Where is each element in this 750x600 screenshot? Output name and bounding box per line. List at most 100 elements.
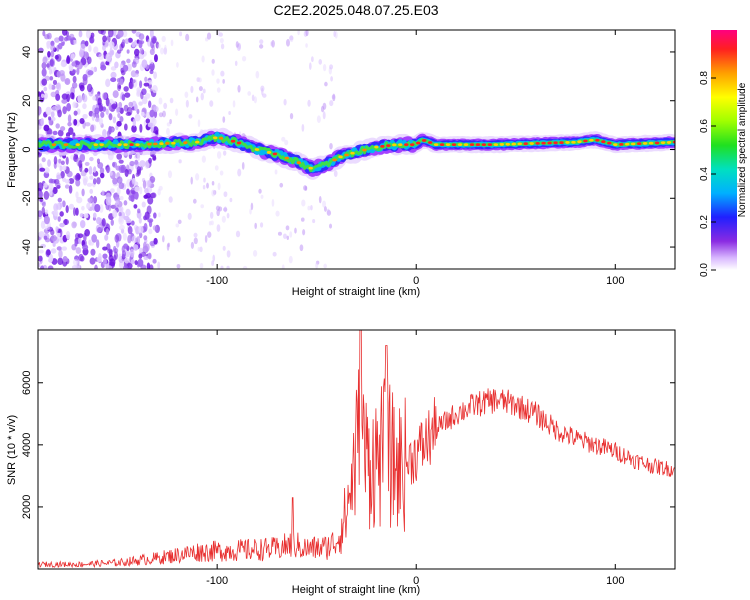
spectrogram-noise-cell bbox=[141, 59, 148, 69]
spectrogram-noise-cell bbox=[74, 174, 79, 181]
spectrogram-noise-cell bbox=[139, 186, 143, 195]
colorbar-tick-label: 0.2 bbox=[699, 215, 710, 229]
spectrogram-noise-cell bbox=[197, 247, 201, 252]
spectrogram-peak-cell bbox=[505, 142, 510, 146]
spectrogram-noise-cell bbox=[190, 176, 193, 185]
spectrogram-noise-cell bbox=[116, 186, 121, 196]
spectrogram-noise-cell bbox=[301, 123, 305, 132]
spectrogram-noise-cell bbox=[143, 194, 149, 199]
spectrogram-noise-cell bbox=[57, 109, 62, 118]
spectrogram-noise-cell bbox=[210, 220, 214, 226]
spectrogram-noise-cell bbox=[237, 85, 241, 93]
spectrogram-noise-cell bbox=[195, 96, 199, 103]
spectrogram-noise-cell bbox=[118, 101, 123, 109]
spectrogram-noise-cell bbox=[214, 165, 219, 171]
spectrogram-noise-cell bbox=[53, 209, 59, 217]
spectrogram-noise-cell bbox=[68, 185, 73, 194]
spectrogram-noise-cell bbox=[188, 114, 193, 119]
spectrogram-noise-cell bbox=[129, 248, 135, 258]
spectrogram-noise-cell bbox=[289, 231, 293, 238]
spectrogram-noise-cell bbox=[217, 182, 221, 191]
spectrogram-noise-cell bbox=[49, 187, 53, 197]
spectrogram-noise-cell bbox=[136, 87, 141, 94]
spectrogram-noise-cell bbox=[220, 265, 224, 269]
spectrogram-noise-cell bbox=[76, 108, 81, 115]
spectrogram-peak-cell bbox=[529, 142, 534, 145]
spectrogram-noise-cell bbox=[333, 30, 336, 38]
spectrogram-noise-cell bbox=[131, 30, 137, 34]
spectrogram-noise-cell bbox=[116, 153, 123, 160]
spectrogram-noise-cell bbox=[195, 173, 200, 181]
spectrogram-noise-cell bbox=[82, 103, 87, 110]
spectrogram-peak-cell bbox=[559, 141, 564, 145]
spectrogram-noise-cell bbox=[38, 210, 43, 218]
spectrogram-peak-cell bbox=[517, 142, 522, 146]
spectrogram-peak-cell bbox=[666, 141, 672, 144]
spectrogram-noise-cell bbox=[145, 118, 151, 124]
spectrogram-noise-cell bbox=[119, 78, 124, 85]
spectrogram-noise-cell bbox=[147, 38, 152, 47]
spectrogram-noise-cell bbox=[66, 103, 72, 112]
spectrogram-noise-cell bbox=[211, 180, 215, 186]
spectrogram-noise-cell bbox=[226, 250, 231, 258]
spectrogram-noise-cell bbox=[118, 215, 123, 223]
spectrogram-noise-cell bbox=[124, 123, 128, 131]
spectrogram-noise-cell bbox=[68, 177, 75, 185]
spectrogram-noise-cell bbox=[76, 67, 80, 76]
spectrogram-noise-cell bbox=[123, 243, 129, 249]
spectrogram-y-tick-label: 40 bbox=[21, 46, 33, 58]
spectrogram-noise-cell bbox=[137, 258, 144, 267]
colorbar-gradient bbox=[711, 30, 737, 270]
spectrogram-noise-cell bbox=[216, 87, 221, 93]
spectrogram-noise-cell bbox=[143, 255, 149, 261]
spectrogram-axes: -100 0 100 -40 -20 0 20 40 bbox=[21, 30, 675, 287]
spectrogram-noise-cell bbox=[50, 248, 57, 254]
spectrogram-noise-cell bbox=[158, 185, 163, 191]
spectrogram-noise-cell bbox=[105, 196, 112, 206]
spectrogram-noise-cell bbox=[99, 172, 105, 179]
spectrogram-noise-cell bbox=[83, 213, 89, 219]
spectrogram-peak-cell bbox=[416, 141, 421, 145]
spectrogram-noise-cell bbox=[52, 130, 58, 136]
spectrogram-peak-cell bbox=[350, 151, 355, 155]
spectrogram-noise-cell bbox=[241, 161, 245, 170]
spectrogram-noise-cell bbox=[202, 88, 206, 94]
spectrogram-noise-cell bbox=[176, 263, 181, 269]
spectrogram-noise-cell bbox=[92, 178, 97, 185]
spectrogram-noise-cell bbox=[84, 167, 89, 173]
spectrogram-noise-cell bbox=[117, 112, 121, 118]
spectrogram-noise-cell bbox=[56, 246, 62, 251]
spectrogram-noise-cell bbox=[305, 43, 308, 48]
spectrogram-noise-cell bbox=[100, 64, 107, 71]
spectrogram-noise-cell bbox=[43, 124, 50, 132]
spectrogram-noise-cell bbox=[91, 112, 95, 121]
spectrogram-noise-cell bbox=[134, 113, 141, 122]
spectrogram-noise-cell bbox=[38, 255, 43, 262]
spectrogram-noise-cell bbox=[50, 44, 56, 51]
spectrogram-noise-cell bbox=[288, 255, 293, 264]
spectrogram-noise-cell bbox=[116, 176, 123, 184]
spectrogram-noise-cell bbox=[310, 205, 313, 211]
spectrogram-noise-cell bbox=[216, 78, 220, 84]
spectrogram-noise-cell bbox=[220, 70, 225, 77]
spectrogram-peak-cell bbox=[619, 142, 624, 146]
spectrogram-noise-cell bbox=[193, 237, 198, 245]
spectrogram-noise-cell bbox=[133, 73, 140, 78]
spectrogram-noise-cell bbox=[299, 244, 304, 252]
spectrogram-peak-cell bbox=[421, 139, 427, 142]
spectrogram-noise-cell bbox=[61, 246, 68, 251]
spectrogram-noise-cell bbox=[107, 30, 114, 38]
spectrogram-noise-cell bbox=[149, 30, 154, 38]
spectrogram-noise-cell bbox=[38, 182, 44, 191]
spectrogram-noise-cell bbox=[221, 215, 226, 223]
spectrogram-noise-cell bbox=[131, 41, 136, 48]
spectrogram-noise-cell bbox=[260, 194, 264, 199]
spectrogram-noise-cell bbox=[139, 80, 143, 89]
spectrogram-noise-cell bbox=[223, 191, 228, 198]
spectrogram-noise-cell bbox=[142, 179, 147, 189]
spectrogram-noise-cell bbox=[202, 184, 206, 190]
spectrogram-peak-cell bbox=[553, 141, 558, 145]
spectrogram-noise-cell bbox=[149, 109, 155, 118]
spectrogram-peak-cell bbox=[147, 142, 152, 146]
spectrogram-noise-cell bbox=[110, 77, 117, 83]
